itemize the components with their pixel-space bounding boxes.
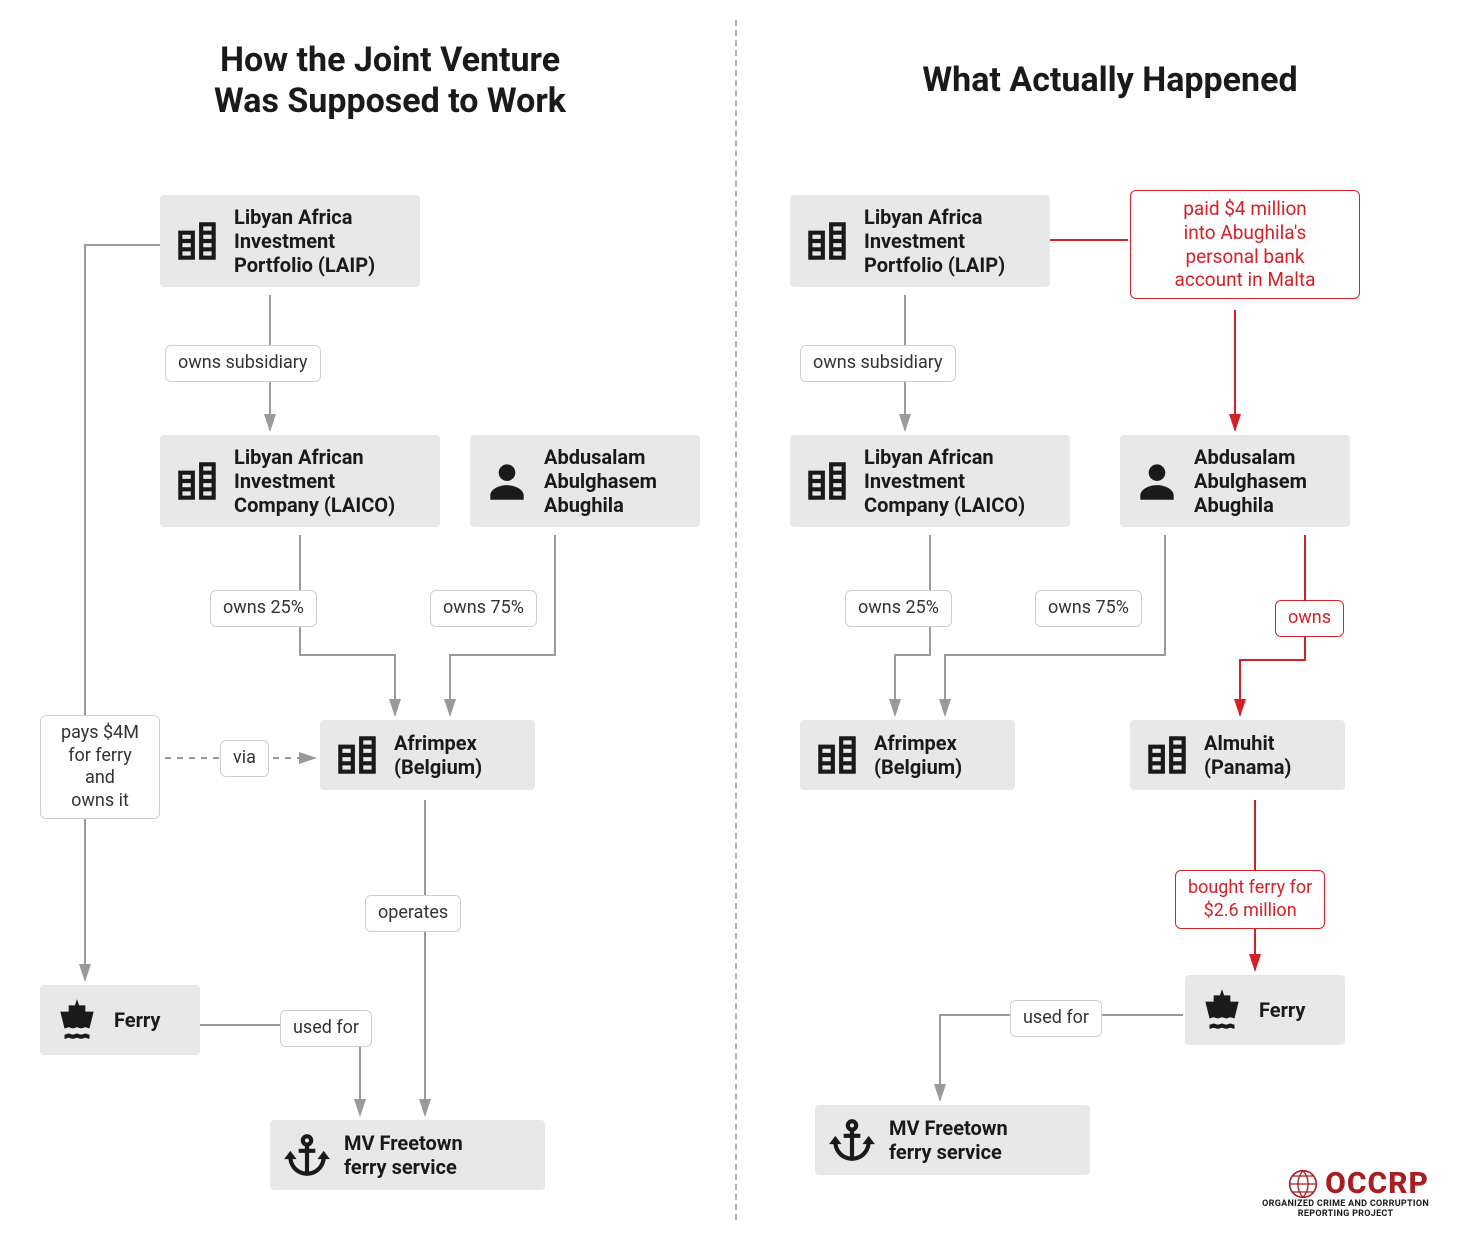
node-r-laip: Libyan AfricaInvestmentPortfolio (LAIP): [790, 195, 1050, 287]
node-label: Libyan AfricanInvestmentCompany (LAICO): [864, 445, 1025, 517]
node-r-ferry: Ferry: [1185, 975, 1345, 1045]
edge-r-owns: owns: [1275, 600, 1344, 637]
node-l-laip: Libyan AfricaInvestmentPortfolio (LAIP): [160, 195, 420, 287]
edge-text: owns subsidiary: [178, 352, 308, 373]
edge-r-owns25: owns 25%: [845, 590, 952, 627]
node-label: AbdusalamAbulghasemAbughila: [1194, 445, 1307, 517]
vertical-divider: [735, 20, 737, 1220]
ferry-icon: [1197, 985, 1247, 1035]
edge-text: owns 25%: [858, 597, 939, 618]
edge-text: operates: [378, 902, 448, 923]
edge-text: bought ferry for$2.6 million: [1188, 877, 1312, 921]
right-title: What Actually Happened: [840, 60, 1380, 101]
node-label: Libyan AfricanInvestmentCompany (LAICO): [234, 445, 395, 517]
edge-text: owns 75%: [1048, 597, 1129, 618]
right-title-text: What Actually Happened: [922, 60, 1297, 100]
left-title-text: How the Joint VentureWas Supposed to Wor…: [214, 40, 566, 121]
edge-r-usedfor: used for: [1010, 1000, 1102, 1037]
building-icon: [802, 456, 852, 506]
anchor-icon: [827, 1115, 877, 1165]
building-icon: [812, 730, 862, 780]
edge-text: used for: [293, 1017, 359, 1038]
logo-name: OCCRP: [1325, 1166, 1429, 1201]
node-r-paidbox: paid $4 millioninto Abughila'spersonal b…: [1130, 190, 1360, 299]
edge-r-bought: bought ferry for$2.6 million: [1175, 870, 1325, 929]
node-label: MV Freetownferry service: [344, 1131, 463, 1179]
ferry-icon: [52, 995, 102, 1045]
edges-layer: [0, 0, 1474, 1254]
node-label: Ferry: [1259, 998, 1305, 1022]
node-l-afrimpex: Afrimpex(Belgium): [320, 720, 535, 790]
node-label: Libyan AfricaInvestmentPortfolio (LAIP): [864, 205, 1005, 277]
node-l-ferry: Ferry: [40, 985, 200, 1055]
edge-text: owns 25%: [223, 597, 304, 618]
edge-l-usedfor: used for: [280, 1010, 372, 1047]
edge-l-operates: operates: [365, 895, 461, 932]
node-label: Almuhit(Panama): [1204, 731, 1291, 779]
building-icon: [172, 216, 222, 266]
edge-l-owns25: owns 25%: [210, 590, 317, 627]
edge-l-via: via: [220, 740, 269, 777]
node-r-service: MV Freetownferry service: [815, 1105, 1090, 1175]
edge-text: owns: [1288, 607, 1331, 628]
logo-main: OCCRP: [1262, 1166, 1429, 1201]
globe-icon: [1287, 1168, 1319, 1200]
node-label: Libyan AfricaInvestmentPortfolio (LAIP): [234, 205, 375, 277]
node-r-abughila: AbdusalamAbulghasemAbughila: [1120, 435, 1350, 527]
node-label: Ferry: [114, 1008, 160, 1032]
edge-l-owns-sub: owns subsidiary: [165, 345, 321, 382]
edge-text: owns 75%: [443, 597, 524, 618]
left-title: How the Joint VentureWas Supposed to Wor…: [160, 40, 620, 122]
node-l-abughila: AbdusalamAbulghasemAbughila: [470, 435, 700, 527]
node-l-service: MV Freetownferry service: [270, 1120, 545, 1190]
node-l-laico: Libyan AfricanInvestmentCompany (LAICO): [160, 435, 440, 527]
person-icon: [482, 456, 532, 506]
node-label: Afrimpex(Belgium): [874, 731, 962, 779]
node-r-laico: Libyan AfricanInvestmentCompany (LAICO): [790, 435, 1070, 527]
building-icon: [802, 216, 852, 266]
paidbox-text: paid $4 millioninto Abughila'spersonal b…: [1175, 197, 1316, 291]
edge-text: owns subsidiary: [813, 352, 943, 373]
building-icon: [332, 730, 382, 780]
logo-subtitle: ORGANIZED CRIME AND CORRUPTIONREPORTING …: [1262, 1199, 1429, 1219]
node-label: MV Freetownferry service: [889, 1116, 1008, 1164]
diagram-canvas: How the Joint VentureWas Supposed to Wor…: [0, 0, 1474, 1254]
occrp-logo: OCCRP ORGANIZED CRIME AND CORRUPTIONREPO…: [1262, 1166, 1429, 1219]
edge-text: used for: [1023, 1007, 1089, 1028]
node-r-afrimpex: Afrimpex(Belgium): [800, 720, 1015, 790]
edge-r-owns-sub: owns subsidiary: [800, 345, 956, 382]
person-icon: [1132, 456, 1182, 506]
edge-l-pays4m: pays $4Mfor ferry andowns it: [40, 715, 160, 819]
node-label: Afrimpex(Belgium): [394, 731, 482, 779]
edge-r-owns75: owns 75%: [1035, 590, 1142, 627]
edge-text: via: [233, 747, 256, 768]
anchor-icon: [282, 1130, 332, 1180]
edge-text: pays $4Mfor ferry andowns it: [61, 722, 139, 811]
node-r-almuhit: Almuhit(Panama): [1130, 720, 1345, 790]
building-icon: [1142, 730, 1192, 780]
edge-l-owns75: owns 75%: [430, 590, 537, 627]
building-icon: [172, 456, 222, 506]
node-label: AbdusalamAbulghasemAbughila: [544, 445, 657, 517]
